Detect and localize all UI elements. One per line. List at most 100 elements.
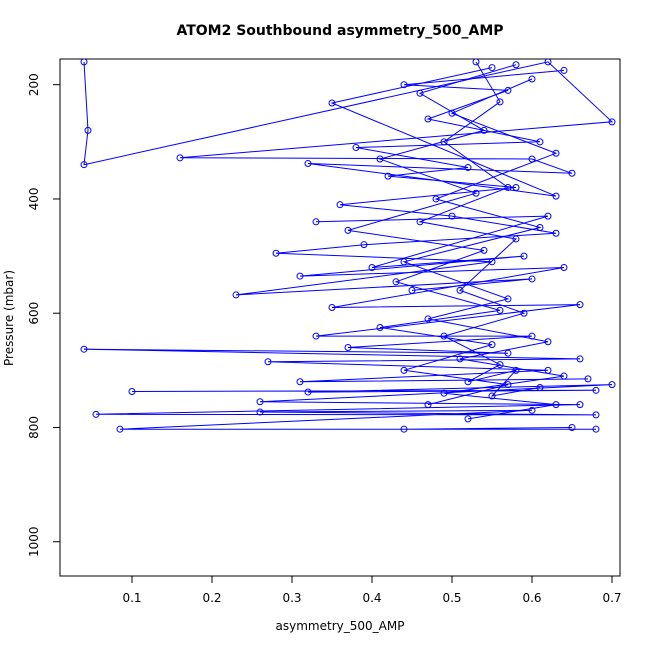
data-point (304, 388, 312, 396)
data-point (544, 212, 552, 220)
data-point (504, 295, 512, 303)
x-tick-label: 0.1 (122, 591, 141, 605)
data-point (512, 366, 520, 374)
data-point (560, 66, 568, 74)
x-tick-label: 0.6 (522, 591, 541, 605)
data-point (528, 75, 536, 83)
plot-frame (59, 58, 621, 577)
data-point (400, 425, 408, 433)
series-1 (80, 59, 616, 200)
data-point (496, 98, 504, 106)
data-point (544, 59, 552, 66)
data-point (84, 126, 92, 134)
series-layer (80, 59, 616, 433)
series-4 (92, 381, 616, 433)
data-point (488, 341, 496, 349)
data-point (552, 192, 560, 200)
data-point (528, 406, 536, 414)
data-point (416, 218, 424, 226)
data-point (456, 355, 464, 363)
data-point (128, 387, 136, 395)
data-point (376, 155, 384, 163)
data-point (440, 332, 448, 340)
data-point (440, 389, 448, 397)
data-point (520, 252, 528, 260)
data-point (328, 99, 336, 107)
data-point (544, 338, 552, 346)
data-point (312, 332, 320, 340)
data-point (368, 264, 376, 272)
data-point (576, 301, 584, 309)
y-tick-label: 600 (27, 302, 41, 325)
data-point (296, 272, 304, 280)
data-point (424, 401, 432, 409)
data-point (392, 278, 400, 286)
series-line (83, 215, 589, 383)
data-point (400, 366, 408, 374)
series-6 (400, 75, 568, 423)
x-tick-label: 0.2 (202, 591, 221, 605)
y-axis-label: Pressure (mbar) (2, 270, 16, 366)
series-7 (344, 61, 520, 409)
series-line (347, 64, 517, 406)
data-point (552, 149, 560, 157)
data-point (376, 323, 384, 331)
data-point (416, 89, 424, 97)
data-point (560, 264, 568, 272)
data-point (584, 375, 592, 383)
data-point (272, 249, 280, 257)
data-point (448, 212, 456, 220)
data-point (336, 201, 344, 209)
data-point (480, 246, 488, 254)
data-point (504, 381, 512, 389)
x-tick-label: 0.5 (442, 591, 461, 605)
data-point (560, 372, 568, 380)
series-line (83, 61, 614, 197)
data-point (424, 115, 432, 123)
data-point (80, 161, 88, 169)
data-point (232, 291, 240, 299)
data-point (608, 118, 616, 126)
data-point (488, 392, 496, 400)
y-tick-label: 200 (27, 73, 41, 96)
data-point (344, 226, 352, 234)
data-point (608, 381, 616, 389)
data-point (80, 345, 88, 353)
x-tick-label: 0.7 (602, 591, 621, 605)
data-point (464, 415, 472, 423)
data-point (328, 304, 336, 312)
data-point (480, 126, 488, 134)
series-3 (80, 212, 592, 386)
data-point (472, 189, 480, 197)
x-tick-label: 0.3 (282, 591, 301, 605)
data-point (384, 172, 392, 180)
data-point (536, 383, 544, 391)
data-point (536, 138, 544, 146)
data-point (568, 169, 576, 177)
data-point (496, 306, 504, 314)
data-point (520, 309, 528, 317)
y-axis: 200 400 600 800 1000 (27, 73, 61, 557)
data-point (352, 144, 360, 152)
chart-title: ATOM2 Southbound asymmetry_500_AMP (176, 23, 503, 39)
data-point (592, 425, 600, 433)
y-tick-label: 400 (27, 188, 41, 211)
data-point (116, 425, 124, 433)
data-point (424, 315, 432, 323)
data-point (256, 408, 264, 416)
data-point (176, 154, 184, 162)
data-point (296, 378, 304, 386)
data-point (512, 235, 520, 243)
data-point (528, 275, 536, 283)
series-line (402, 78, 565, 420)
data-point (472, 59, 480, 66)
data-point (512, 184, 520, 192)
data-point (464, 164, 472, 172)
y-tick-label: 800 (27, 416, 41, 439)
y-tick-label: 1000 (27, 526, 41, 557)
data-point (80, 59, 88, 66)
data-point (592, 411, 600, 419)
data-point (488, 64, 496, 72)
